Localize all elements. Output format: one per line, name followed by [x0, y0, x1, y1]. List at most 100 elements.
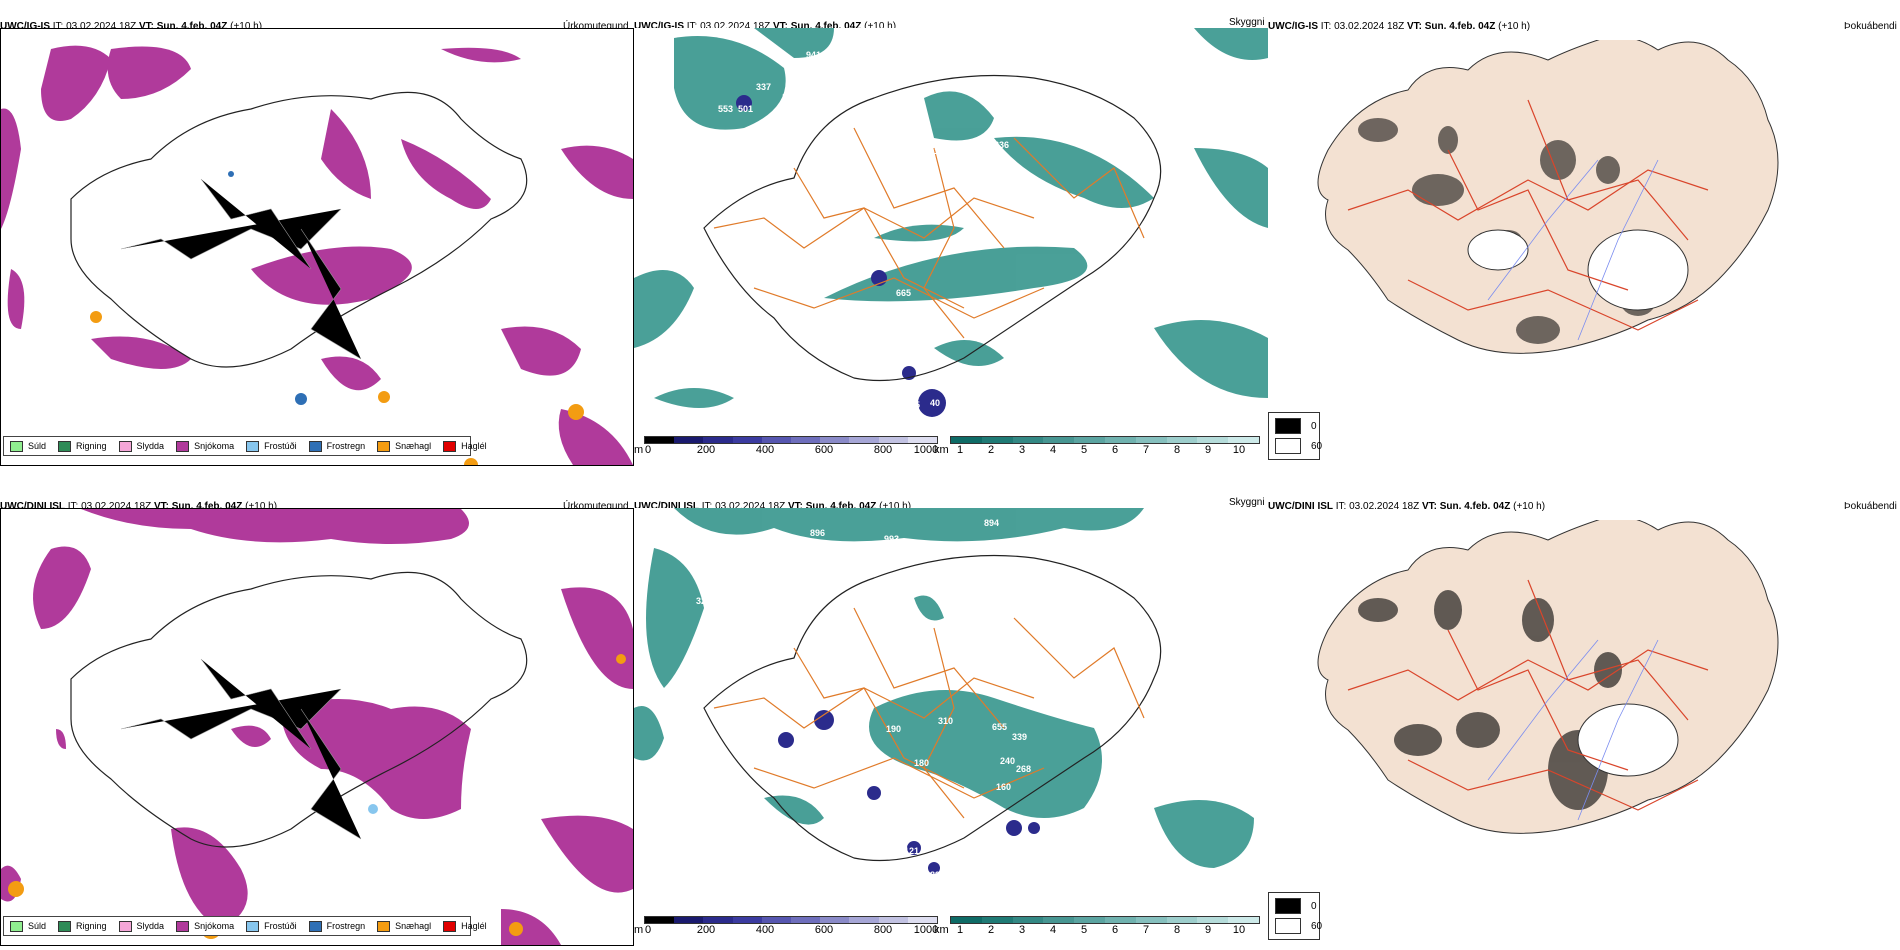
fog-label: 60 [1311, 440, 1323, 452]
cloud-base-colorbar: m 0 200 400 600 800 1000 [634, 916, 938, 940]
legend-label: Rigning [76, 441, 107, 451]
row2-cloud-header: UWC/DINI ISL IT: 03.02.2024 18Z VT: Sun.… [634, 501, 911, 512]
legend-swatch [443, 920, 457, 932]
height-label: 993 [884, 534, 899, 544]
legend-label: Rigning [76, 921, 107, 931]
cbar-cell [1104, 437, 1136, 443]
height-label: 310 [938, 716, 953, 726]
fog-legend-row: 0 [1275, 418, 1317, 434]
lead-time: (+10 h) [879, 501, 912, 512]
vt-value: Sun. 4.feb. 04Z [805, 501, 877, 512]
legend-item-frostudi: Frostúði [246, 440, 297, 452]
height-label: 89 [930, 870, 940, 880]
precip-map-svg [1, 509, 633, 945]
fog-legend: 0 60 [1268, 892, 1323, 940]
cbar-cell [1012, 437, 1044, 443]
vt-value: Sun. 4.feb. 04Z [790, 21, 862, 32]
fog-map-svg [1317, 520, 1779, 834]
model-name: UWC/IG-IS [0, 21, 50, 32]
legend-item-sudl: Súld [10, 440, 46, 452]
legend-item-frostudi: Frostúði [246, 920, 297, 932]
model-name: UWC/DINI ISL [0, 501, 65, 512]
legend-item-frostregn: Frostregn [308, 920, 365, 932]
tick-label: 2 [987, 924, 995, 936]
height-label: 894 [984, 518, 999, 528]
cbar-cell [1012, 917, 1044, 923]
cbar-cell [849, 437, 879, 443]
legend-swatch [377, 440, 391, 452]
tick-label: 1000 [913, 444, 939, 456]
tick-label: 10 [1232, 444, 1246, 456]
precip-map [0, 28, 634, 466]
height-label: 75 [910, 400, 920, 410]
fog-legend-row: 60 [1275, 438, 1322, 454]
tick-label: 10 [1232, 924, 1246, 936]
fog-title: Þokuábendi [1844, 501, 1897, 512]
tick-label: 600 [814, 924, 834, 936]
legend-item-snaehagl: Snæhagl [377, 920, 431, 932]
tick-label: 5 [1080, 924, 1088, 936]
tick-label: 800 [873, 444, 893, 456]
fog-label: 60 [1311, 920, 1323, 932]
tick-label: 1 [956, 924, 964, 936]
fog-swatch-black [1275, 418, 1301, 434]
tick-label: 7 [1142, 924, 1150, 936]
height-label: 323 [696, 596, 711, 606]
fog-label: 0 [1311, 900, 1317, 912]
fog-legend: 0 60 [1268, 412, 1322, 460]
legend-item-frostregn: Frostregn [308, 440, 366, 452]
it-label: IT: [67, 501, 79, 512]
it-label: IT: [1335, 501, 1347, 512]
cbar-cell [1074, 437, 1105, 443]
precip-legend: Súld Rigning Slydda Snjókoma Frostúði Fr… [3, 916, 487, 936]
tick-label: 200 [696, 924, 716, 936]
cbar-cell [1135, 437, 1167, 443]
tick-label: 4 [1049, 444, 1057, 456]
height-label: 996 [1174, 60, 1189, 70]
legend-swatch [377, 920, 391, 932]
lead-time: (+10 h) [864, 21, 897, 32]
height-label: 761 [760, 534, 775, 544]
tick-label: 0 [644, 444, 652, 456]
lead-time: (+10 h) [245, 501, 278, 512]
lead-time: (+10 h) [230, 21, 263, 32]
model-name: UWC/IG-IS [1268, 21, 1318, 32]
height-label: 501 [738, 104, 753, 114]
row2-precip-header: UWC/DINI ISL IT: 03.02.2024 18Z VT: Sun.… [0, 501, 277, 512]
legend-swatch [118, 920, 132, 932]
legend-label: Snjókoma [194, 921, 235, 931]
height-label: 996 [722, 304, 737, 314]
legend-item-sudl: Súld [10, 920, 47, 932]
legend-item-haglel: Haglél [443, 440, 487, 452]
height-label: 721 [924, 146, 939, 156]
cbar-cell [951, 917, 982, 923]
legend-label: Frostregn [326, 441, 366, 451]
height-label: 857 [1209, 389, 1224, 399]
height-label: 160 [996, 782, 1011, 792]
fog-map-svg [1317, 40, 1779, 354]
cbar-cell [1104, 917, 1136, 923]
legend-swatch [58, 440, 72, 452]
visibility-colorbar: km 1 2 3 4 5 6 7 8 9 10 [934, 916, 1266, 940]
vt-value: Sun. 4.feb. 04Z [1424, 21, 1496, 32]
cbar-cell [1166, 437, 1198, 443]
lead-time: (+10 h) [1513, 501, 1546, 512]
height-label: 896 [810, 528, 825, 538]
height-label: 150 [754, 556, 769, 566]
cbar-cell [1197, 917, 1229, 923]
legend-item-slydda: Slydda [118, 440, 165, 452]
it-label: IT: [701, 501, 713, 512]
tick-label: 0 [644, 924, 652, 936]
cbar-cell [791, 437, 821, 443]
cbar-cell [1228, 437, 1259, 443]
height-label: 121 [904, 846, 919, 856]
legend-label: Slydda [136, 441, 165, 451]
cloud-map-svg: 761 896 972 993 894 150 323 409 310 655 … [634, 508, 1254, 894]
height-label: 339 [1012, 732, 1027, 742]
it-label: IT: [52, 21, 64, 32]
legend-item-haglel: Haglél [443, 920, 487, 932]
legend-swatch [246, 440, 260, 452]
legend-label: Súld [28, 921, 47, 931]
tick-label: 8 [1173, 444, 1181, 456]
it-label: IT: [1320, 21, 1332, 32]
